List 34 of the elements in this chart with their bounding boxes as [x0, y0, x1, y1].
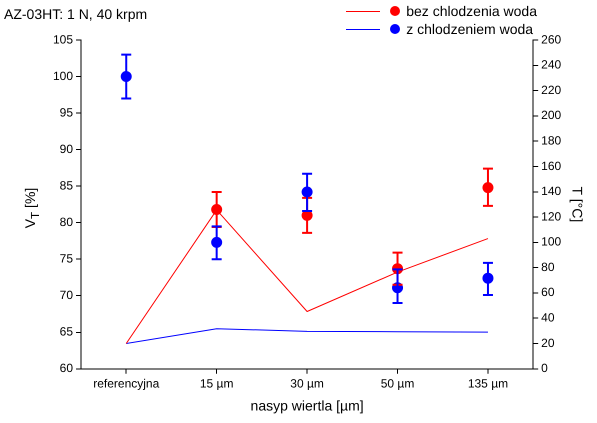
- y2-tick-label: 100: [541, 234, 562, 249]
- y-tick-label: 85: [60, 178, 74, 192]
- y2-tick-label: 220: [541, 82, 562, 97]
- y-tick-label: 60: [60, 361, 74, 376]
- y-tick-label: 90: [60, 142, 74, 156]
- y-tick-label: 80: [60, 214, 74, 229]
- x-tick-label: 50 µm: [380, 376, 414, 390]
- y2-tick-label: 0: [541, 361, 548, 376]
- y-tick-label: 95: [60, 105, 74, 120]
- y2-tick-label: 120: [541, 209, 562, 224]
- y2-axis-title: T [°C]: [570, 186, 586, 222]
- y-tick-label: 70: [60, 288, 74, 302]
- y2-tick-label: 60: [541, 285, 555, 300]
- y2-tick-label: 20: [541, 336, 555, 350]
- y2-tick-label: 80: [541, 260, 555, 274]
- legend-label: bez chlodzenia woda: [406, 3, 537, 19]
- x-axis-title: nasyp wiertla [µm]: [250, 397, 364, 414]
- y2-tick-label: 200: [541, 108, 562, 122]
- y2-tick-label: 160: [541, 158, 562, 173]
- x-tick-label: 135 µm: [468, 376, 508, 390]
- legend-label: z chlodzeniem woda: [406, 21, 534, 37]
- y-tick-label: 65: [60, 324, 74, 339]
- y2-tick-label: 140: [541, 184, 562, 198]
- x-tick-label: 15 µm: [200, 376, 234, 390]
- y2-tick-label: 240: [541, 58, 562, 72]
- y-tick-label: 100: [52, 68, 74, 83]
- y2-tick-label: 40: [541, 310, 555, 325]
- y2-tick-label: 180: [541, 133, 562, 148]
- x-tick-label: referencyjna: [93, 376, 160, 390]
- x-tick-label: 30 µm: [290, 376, 324, 390]
- y-tick-label: 75: [60, 252, 74, 266]
- y2-tick-label: 260: [541, 32, 562, 46]
- y-tick-label: 105: [52, 32, 74, 46]
- chart-title: AZ-03HT: 1 N, 40 krpm: [4, 6, 148, 22]
